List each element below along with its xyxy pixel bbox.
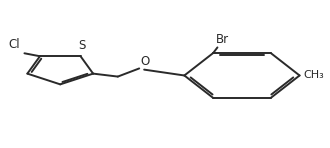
- Text: CH₃: CH₃: [304, 70, 324, 81]
- Text: Cl: Cl: [9, 38, 20, 51]
- Text: S: S: [79, 39, 86, 52]
- Text: Br: Br: [216, 33, 229, 46]
- Text: O: O: [140, 55, 149, 68]
